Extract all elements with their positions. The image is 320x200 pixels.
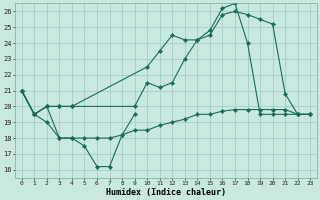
X-axis label: Humidex (Indice chaleur): Humidex (Indice chaleur) (106, 188, 226, 197)
